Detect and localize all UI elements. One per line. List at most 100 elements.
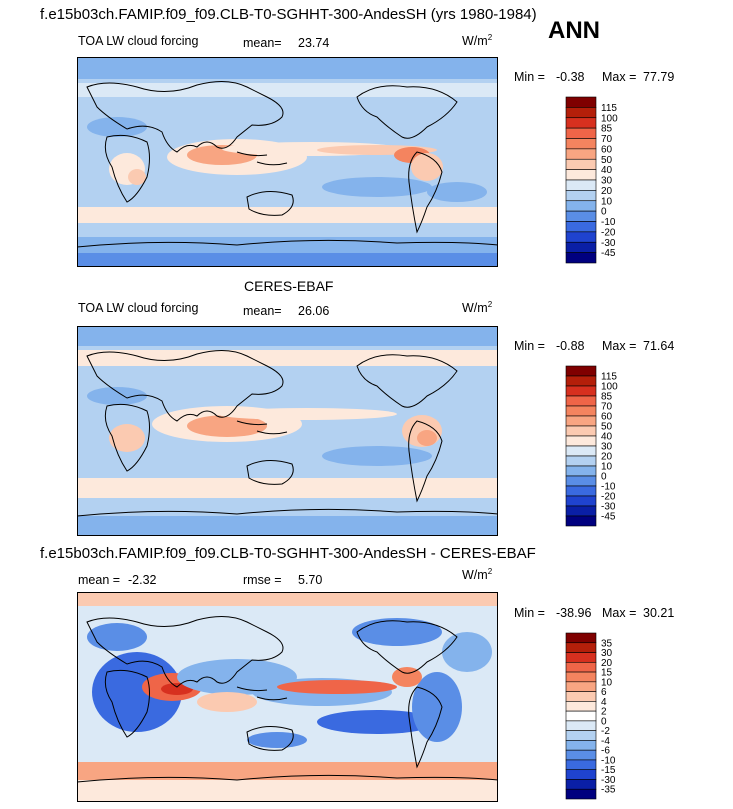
panel3-diff-title: f.e15b03ch.FAMIP.f09_f09.CLB-T0-SGHHT-30… [40, 545, 536, 562]
colorbar-tick-label: 70 [601, 402, 613, 413]
colorbar-tick-label: 115 [601, 372, 617, 383]
colorbar-tick-label: 30 [601, 442, 613, 453]
colorbar-tick-label: 35 [601, 638, 613, 649]
colorbar-tick-label: -20 [601, 492, 616, 503]
colorbar-swatch [565, 779, 597, 790]
panel1-min-label: Min = [514, 70, 545, 84]
panel1-max-value: 77.79 [643, 70, 675, 84]
colorbar-tick-label: -10 [601, 755, 616, 766]
colorbar-tick-label: 0 [601, 472, 607, 483]
colorbar-tick-label: 2 [601, 707, 607, 718]
panel2-mean-label: mean= [243, 304, 282, 318]
panel2-units: W/m2 [462, 300, 493, 316]
colorbar-tick-label: 60 [601, 144, 613, 155]
colorbar-tick-label: 10 [601, 462, 613, 473]
colorbar-swatch [565, 788, 597, 800]
colorbar-tick-label: -45 [601, 512, 616, 523]
colorbar-tick-label: -15 [601, 765, 616, 776]
colorbar-tick-label: 30 [601, 648, 613, 659]
colorbar-tick-label: 10 [601, 677, 613, 688]
colorbar-tick-label: 0 [601, 716, 607, 727]
colorbar-tick-label: 20 [601, 452, 613, 463]
panel2-variable-label: TOA LW cloud forcing [78, 301, 199, 315]
colorbar-swatch [565, 169, 597, 181]
season-label: ANN [548, 17, 600, 44]
colorbar-swatch [565, 691, 597, 702]
colorbar-swatch [565, 632, 597, 644]
colorbar-swatch [565, 221, 597, 233]
colorbar-tick-label: -30 [601, 502, 616, 513]
panel2-mean-value: 26.06 [298, 304, 330, 318]
colorbar-swatch [565, 445, 597, 457]
colorbar-swatch [565, 710, 597, 722]
colorbar-swatch [565, 395, 597, 407]
colorbar-tick-label: 30 [601, 176, 613, 187]
panel3-max-value: 30.21 [643, 606, 675, 620]
colorbar-swatch [565, 385, 597, 397]
colorbar-tick-label: -10 [601, 217, 616, 228]
colorbar-swatch [565, 158, 597, 170]
colorbar-swatch [565, 681, 597, 692]
colorbar-swatch [565, 365, 597, 377]
colorbar-tick-label: -6 [601, 746, 610, 757]
colorbar-swatch [565, 759, 597, 771]
colorbar-tick-label: -10 [601, 482, 616, 493]
colorbar-swatch [565, 252, 597, 264]
colorbar-swatch [565, 405, 597, 417]
colorbar-swatch [565, 117, 597, 129]
colorbar-swatch [565, 475, 597, 487]
colorbar-tick-label: 20 [601, 186, 613, 197]
colorbar-tick-label: -35 [601, 785, 616, 796]
panel3-mean-label: mean = [78, 573, 121, 587]
colorbar-swatch [565, 96, 597, 108]
colorbar-tick-label: -30 [601, 775, 616, 786]
colorbar-tick-label: -2 [601, 726, 610, 737]
colorbar-swatch [565, 671, 597, 683]
panel2-min-label: Min = [514, 339, 545, 353]
colorbar-swatch [565, 148, 597, 160]
page-title: f.e15b03ch.FAMIP.f09_f09.CLB-T0-SGHHT-30… [40, 6, 537, 23]
colorbar-tick-label: 100 [601, 113, 618, 124]
colorbar-swatch [565, 455, 597, 467]
panel3-rmse-value: 5.70 [298, 573, 323, 587]
colorbar-swatch [565, 485, 597, 497]
colorbar-tick-label: 0 [601, 207, 607, 218]
colorbar-swatch [565, 495, 597, 507]
panel2-max-label: Max = [602, 339, 637, 353]
colorbar-tick-label: 10 [601, 196, 613, 207]
colorbar-swatch [565, 505, 597, 517]
colorbar-tick-label: 85 [601, 392, 613, 403]
colorbar-swatch [565, 179, 597, 191]
panel3-rmse-label: rmse = [243, 573, 282, 587]
colorbar-swatch [565, 435, 597, 447]
panel3-min-value: -38.96 [556, 606, 592, 620]
panel2-dataset-title: CERES-EBAF [244, 278, 334, 294]
colorbar-swatch [565, 769, 597, 780]
colorbar-swatch [565, 749, 597, 761]
colorbar-swatch [565, 231, 597, 243]
colorbar-swatch [565, 661, 597, 673]
colorbar-tick-label: 85 [601, 124, 613, 135]
colorbar-tick-label: 60 [601, 412, 613, 423]
colorbar-swatch [565, 425, 597, 437]
colorbar-swatch [565, 740, 597, 751]
colorbar-tick-label: 70 [601, 134, 613, 145]
panel1-max-label: Max = [602, 70, 637, 84]
map-panel-2 [77, 326, 498, 536]
colorbar-tick-label: 40 [601, 432, 613, 443]
colorbar-swatch [565, 375, 597, 387]
panel3-mean-value: -2.32 [128, 573, 157, 587]
colorbar-tick-label: 115 [601, 103, 617, 114]
colorbar-swatch [565, 210, 597, 222]
colorbar-tick-label: -20 [601, 227, 616, 238]
panel3-units: W/m2 [462, 567, 493, 583]
colorbar-tick-label: 4 [601, 697, 607, 708]
colorbar-swatch [565, 515, 597, 527]
colorbar-tick-label: 50 [601, 422, 613, 433]
panel1-min-value: -0.38 [556, 70, 585, 84]
colorbar-swatch [565, 200, 597, 212]
panel1-units: W/m2 [462, 33, 493, 49]
